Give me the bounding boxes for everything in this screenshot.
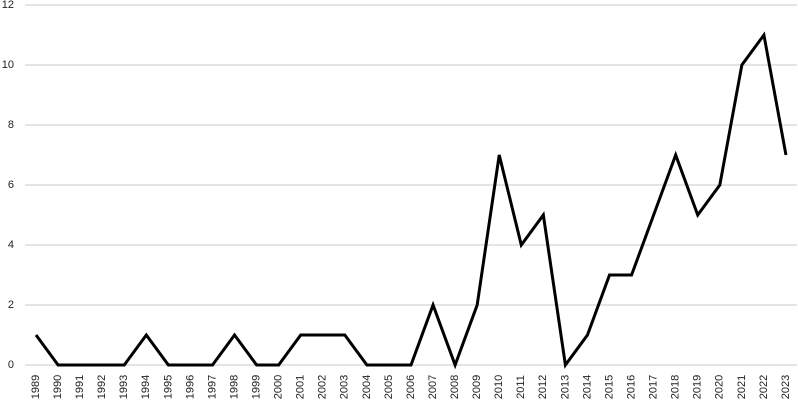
x-tick-label: 1989 xyxy=(30,375,42,399)
x-tick-label: 2000 xyxy=(273,375,285,399)
x-tick-label: 1991 xyxy=(74,375,86,399)
x-tick-label: 2003 xyxy=(339,375,351,399)
x-tick-label: 2004 xyxy=(361,375,373,399)
x-tick-label: 2006 xyxy=(405,375,417,399)
x-tick-label: 1994 xyxy=(140,375,152,399)
x-tick-label: 2002 xyxy=(317,375,329,399)
y-tick-label: 10 xyxy=(2,59,14,71)
x-tick-label: 1990 xyxy=(52,375,64,399)
x-tick-label: 2005 xyxy=(383,375,395,399)
x-tick-label: 2013 xyxy=(559,375,571,399)
y-tick-label: 8 xyxy=(8,119,14,131)
x-tick-label: 1999 xyxy=(251,375,263,399)
y-tick-label: 0 xyxy=(8,359,14,371)
x-tick-label: 1992 xyxy=(96,375,108,399)
x-tick-label: 1995 xyxy=(162,375,174,399)
x-tick-label: 2014 xyxy=(581,375,593,399)
x-tick-label: 2009 xyxy=(471,375,483,399)
x-tick-label: 2012 xyxy=(537,375,549,399)
y-tick-label: 4 xyxy=(8,239,14,251)
x-tick-label: 2011 xyxy=(515,375,527,399)
x-tick-label: 2015 xyxy=(603,375,615,399)
x-tick-label: 2017 xyxy=(648,375,660,399)
x-tick-label: 2016 xyxy=(625,375,637,399)
data-line xyxy=(34,31,788,370)
x-tick-label: 2023 xyxy=(780,375,792,399)
x-tick-label: 1997 xyxy=(206,375,218,399)
x-tick-label: 1993 xyxy=(118,375,130,399)
x-tick-label: 2010 xyxy=(493,375,505,399)
x-tick-label: 1996 xyxy=(184,375,196,399)
x-tick-label: 2019 xyxy=(692,375,704,399)
x-tick-label: 2022 xyxy=(758,375,770,399)
x-tick-label: 2008 xyxy=(449,375,461,399)
x-tick-label: 1998 xyxy=(228,375,240,399)
x-tick-label: 2007 xyxy=(427,375,439,399)
x-tick-label: 2001 xyxy=(295,375,307,399)
x-tick-label: 2021 xyxy=(736,375,748,399)
y-tick-label: 2 xyxy=(8,299,14,311)
y-tick-label: 6 xyxy=(8,179,14,191)
y-tick-label: 12 xyxy=(2,0,14,11)
x-tick-label: 2018 xyxy=(670,375,682,399)
x-tick-label: 2020 xyxy=(714,375,726,399)
